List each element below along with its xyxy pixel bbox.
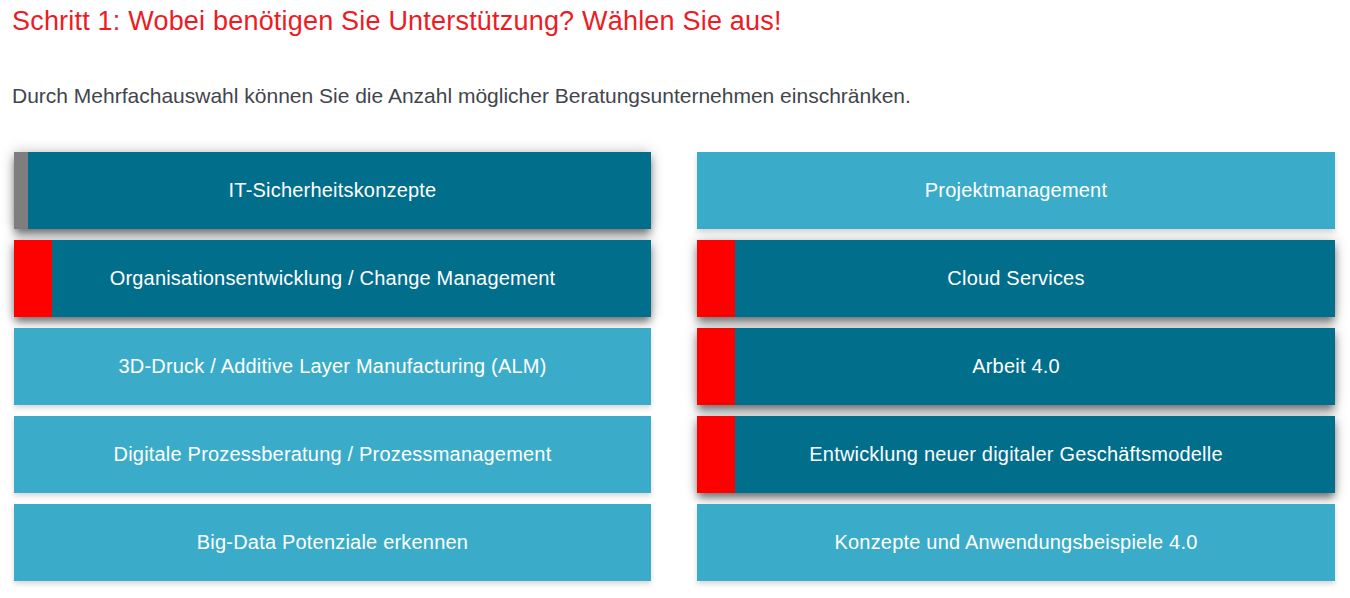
option-3d-druck-alm[interactable]: 3D-Druck / Additive Layer Manufacturing … [14, 328, 651, 405]
option-label: Digitale Prozessberatung / Prozessmanage… [64, 443, 602, 466]
option-it-sicherheitskonzepte[interactable]: IT-Sicherheitskonzepte [14, 152, 651, 229]
option-label: 3D-Druck / Additive Layer Manufacturing … [68, 355, 596, 378]
option-arbeit-4-0[interactable]: Arbeit 4.0 [697, 328, 1335, 405]
options-column-left: IT-Sicherheitskonzepte Organisationsentw… [14, 152, 651, 581]
selection-indicator-bar [14, 240, 52, 317]
option-label: Projektmanagement [875, 179, 1157, 202]
option-label: Cloud Services [897, 267, 1134, 290]
option-label: IT-Sicherheitskonzepte [179, 179, 487, 202]
page-title: Schritt 1: Wobei benötigen Sie Unterstüt… [12, 6, 782, 37]
option-entwicklung-digitaler-geschaeftsmodelle[interactable]: Entwicklung neuer digitaler Geschäftsmod… [697, 416, 1335, 493]
option-label: Entwicklung neuer digitaler Geschäftsmod… [759, 443, 1272, 466]
option-projektmanagement[interactable]: Projektmanagement [697, 152, 1335, 229]
option-label: Organisationsentwicklung / Change Manage… [60, 267, 606, 290]
option-big-data-potenziale[interactable]: Big-Data Potenziale erkennen [14, 504, 651, 581]
selection-indicator-bar [697, 328, 735, 405]
option-digitale-prozessberatung[interactable]: Digitale Prozessberatung / Prozessmanage… [14, 416, 651, 493]
options-grid: IT-Sicherheitskonzepte Organisationsentw… [14, 152, 1335, 581]
selection-indicator-bar [14, 152, 28, 229]
option-organisationsentwicklung-change-management[interactable]: Organisationsentwicklung / Change Manage… [14, 240, 651, 317]
option-konzepte-anwendungsbeispiele-4-0[interactable]: Konzepte und Anwendungsbeispiele 4.0 [697, 504, 1335, 581]
option-label: Arbeit 4.0 [922, 355, 1110, 378]
options-column-right: Projektmanagement Cloud Services Arbeit … [697, 152, 1335, 581]
selection-indicator-bar [697, 240, 735, 317]
selection-indicator-bar [697, 416, 735, 493]
option-label: Konzepte und Anwendungsbeispiele 4.0 [784, 531, 1247, 554]
page-subtitle: Durch Mehrfachauswahl können Sie die Anz… [12, 84, 911, 108]
option-cloud-services[interactable]: Cloud Services [697, 240, 1335, 317]
option-label: Big-Data Potenziale erkennen [147, 531, 518, 554]
